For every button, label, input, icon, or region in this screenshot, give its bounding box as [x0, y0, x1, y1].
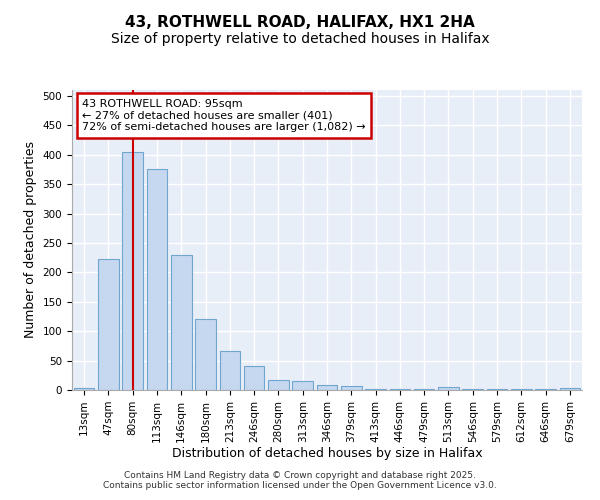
Bar: [122, 152, 143, 390]
Text: 43, ROTHWELL ROAD, HALIFAX, HX1 2HA: 43, ROTHWELL ROAD, HALIFAX, HX1 2HA: [125, 15, 475, 30]
Bar: [438, 387, 459, 390]
Bar: [244, 366, 265, 390]
Bar: [74, 388, 94, 390]
Y-axis label: Number of detached properties: Number of detached properties: [24, 142, 37, 338]
Bar: [560, 388, 580, 390]
Bar: [317, 386, 337, 390]
Bar: [292, 381, 313, 390]
Bar: [171, 254, 191, 390]
Bar: [146, 170, 167, 390]
Text: 43 ROTHWELL ROAD: 95sqm
← 27% of detached houses are smaller (401)
72% of semi-d: 43 ROTHWELL ROAD: 95sqm ← 27% of detache…: [82, 99, 366, 132]
Bar: [195, 320, 216, 390]
Bar: [268, 380, 289, 390]
Bar: [341, 386, 362, 390]
Text: Size of property relative to detached houses in Halifax: Size of property relative to detached ho…: [110, 32, 490, 46]
X-axis label: Distribution of detached houses by size in Halifax: Distribution of detached houses by size …: [172, 448, 482, 460]
Bar: [535, 389, 556, 390]
Bar: [98, 260, 119, 390]
Text: Contains HM Land Registry data © Crown copyright and database right 2025.
Contai: Contains HM Land Registry data © Crown c…: [103, 470, 497, 490]
Bar: [220, 350, 240, 390]
